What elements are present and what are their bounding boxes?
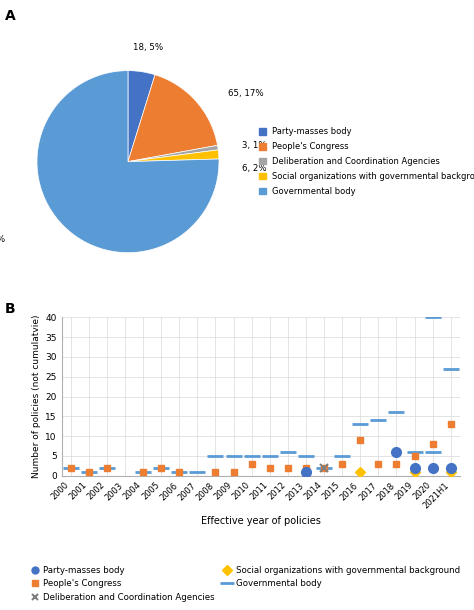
Y-axis label: Number of policies (not cumulatvie): Number of policies (not cumulatvie)	[32, 315, 41, 478]
Legend: Party-masses body, People's Congress, Deliberation and Coordination Agencies, So: Party-masses body, People's Congress, De…	[26, 562, 463, 605]
Text: B: B	[5, 302, 15, 316]
Wedge shape	[128, 75, 218, 162]
Legend: Party-masses body, People's Congress, Deliberation and Coordination Agencies, So: Party-masses body, People's Congress, De…	[257, 126, 474, 198]
Wedge shape	[37, 71, 219, 253]
Text: 65, 17%: 65, 17%	[228, 89, 264, 98]
Text: 18, 5%: 18, 5%	[133, 43, 163, 52]
Wedge shape	[128, 150, 219, 162]
Text: A: A	[5, 9, 16, 23]
Text: 6, 2%: 6, 2%	[242, 165, 266, 173]
Wedge shape	[128, 71, 155, 162]
Text: 283, 75%: 283, 75%	[0, 234, 5, 243]
Text: 3, 1%: 3, 1%	[242, 141, 266, 150]
Wedge shape	[128, 145, 218, 162]
X-axis label: Effective year of policies: Effective year of policies	[201, 515, 320, 526]
